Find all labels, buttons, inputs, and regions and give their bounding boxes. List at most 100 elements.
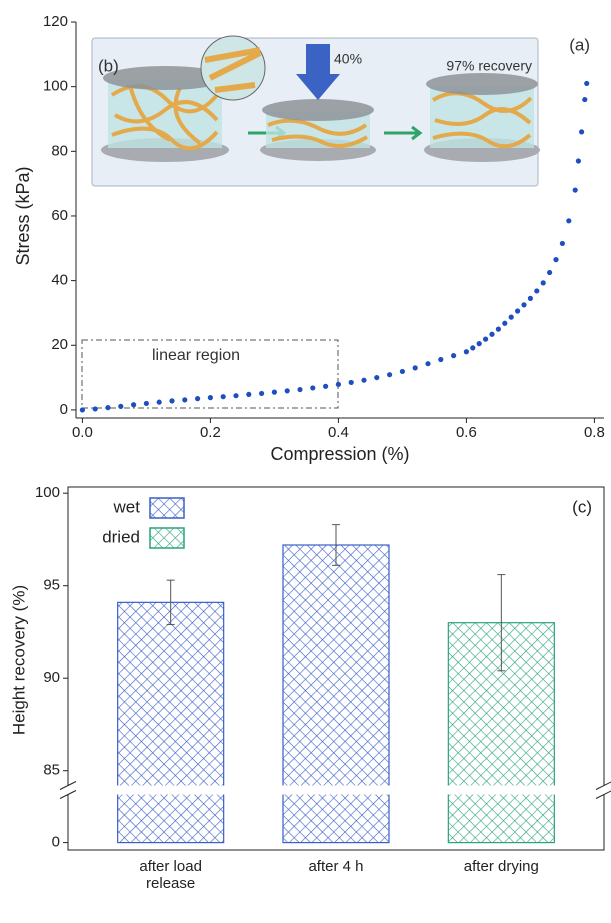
data-point: [169, 398, 175, 404]
y-tick-label: 100: [35, 484, 60, 501]
press-arrow: [296, 44, 340, 100]
sample-after: [424, 73, 540, 162]
data-point: [348, 379, 354, 386]
x-tick-label: 0.4: [328, 424, 349, 441]
data-point: [399, 368, 405, 375]
data-point: [143, 400, 149, 407]
annotation: 40%: [334, 51, 362, 67]
bar: [117, 601, 225, 844]
data-point: [463, 349, 469, 355]
x-tick-label: 0.6: [456, 424, 477, 441]
y-axis-title: Height recovery (%): [9, 585, 28, 735]
y-tick-label: 100: [43, 78, 68, 95]
data-point: [361, 377, 367, 383]
inset-illustration: [91, 35, 540, 187]
x-axis-title: Compression (%): [270, 444, 409, 464]
data-point: [495, 326, 501, 332]
data-point: [575, 158, 582, 164]
axis-break-gap: [54, 785, 611, 795]
legend-swatch: [149, 497, 185, 519]
annotation: (c): [572, 497, 592, 516]
axis-break-mark: [59, 781, 77, 790]
data-point: [521, 302, 527, 308]
data-point: [572, 187, 578, 193]
data-point: [233, 393, 239, 399]
data-point: [182, 397, 188, 403]
data-point: [559, 240, 566, 247]
data-point: [131, 402, 137, 408]
data-point: [323, 383, 329, 389]
data-point: [374, 374, 380, 381]
x-tick-label: 0.0: [72, 424, 93, 441]
data-point: [438, 356, 444, 363]
annotation: 97% recovery: [446, 58, 532, 74]
linear-region-box: [81, 339, 339, 409]
sample-compressed: [260, 44, 376, 161]
y-tick-label: 120: [43, 13, 68, 30]
axis-break-mark: [595, 790, 611, 799]
data-point: [451, 353, 457, 359]
y-tick-label: 0: [52, 834, 60, 851]
data-point: [335, 381, 341, 387]
data-point: [425, 361, 431, 367]
legend-label: dried: [102, 527, 140, 546]
data-point: [534, 288, 540, 294]
data-point: [156, 399, 162, 405]
data-point: [79, 407, 85, 413]
data-point: [584, 80, 590, 87]
data-point: [259, 390, 265, 397]
data-point: [105, 405, 111, 411]
data-point: [582, 96, 588, 103]
bar: [282, 544, 390, 844]
legend-swatch: [149, 527, 185, 549]
data-point: [246, 391, 252, 398]
data-point: [566, 218, 572, 224]
data-point: [387, 372, 393, 378]
data-point: [476, 341, 482, 347]
plot-frame: [67, 486, 605, 851]
y-tick-label: 85: [43, 762, 60, 779]
data-point: [310, 385, 316, 391]
y-axis-title: Stress (kPa): [13, 166, 33, 265]
data-point: [540, 280, 546, 286]
data-point: [207, 395, 213, 401]
legend-label: wet: [113, 497, 141, 516]
data-point: [470, 345, 476, 351]
annotation: (a): [569, 35, 590, 54]
data-point: [553, 257, 559, 263]
data-point: [297, 386, 303, 393]
y-tick-label: 60: [51, 207, 68, 224]
axis-break-mark: [595, 781, 611, 790]
annotation: linear region: [152, 347, 240, 364]
data-point: [515, 308, 521, 314]
sample-before: [101, 35, 266, 162]
x-tick-label: 0.2: [200, 424, 221, 441]
y-tick-label: 0: [60, 401, 68, 418]
data-point: [502, 320, 508, 326]
y-tick-label: 20: [51, 336, 68, 353]
data-point: [92, 406, 98, 412]
y-tick-label: 90: [43, 669, 60, 686]
y-tick-label: 40: [51, 272, 68, 289]
x-tick-label: after load release: [139, 858, 202, 892]
y-tick-label: 80: [51, 142, 68, 159]
annotation: (b): [98, 56, 119, 75]
data-point: [220, 394, 226, 400]
data-point: [483, 336, 489, 342]
data-point: [118, 403, 124, 409]
y-tick-label: 95: [43, 577, 60, 594]
x-tick-label: 0.8: [584, 424, 605, 441]
data-point: [195, 396, 201, 402]
data-point: [527, 295, 534, 301]
data-point: [271, 389, 277, 395]
axis-break-mark: [59, 790, 77, 799]
data-point: [489, 331, 495, 337]
data-point: [579, 129, 585, 135]
data-point: [412, 365, 418, 371]
arrow: [384, 125, 423, 141]
data-point: [508, 314, 514, 320]
data-point: [547, 269, 553, 276]
x-tick-label: after drying: [463, 858, 539, 875]
